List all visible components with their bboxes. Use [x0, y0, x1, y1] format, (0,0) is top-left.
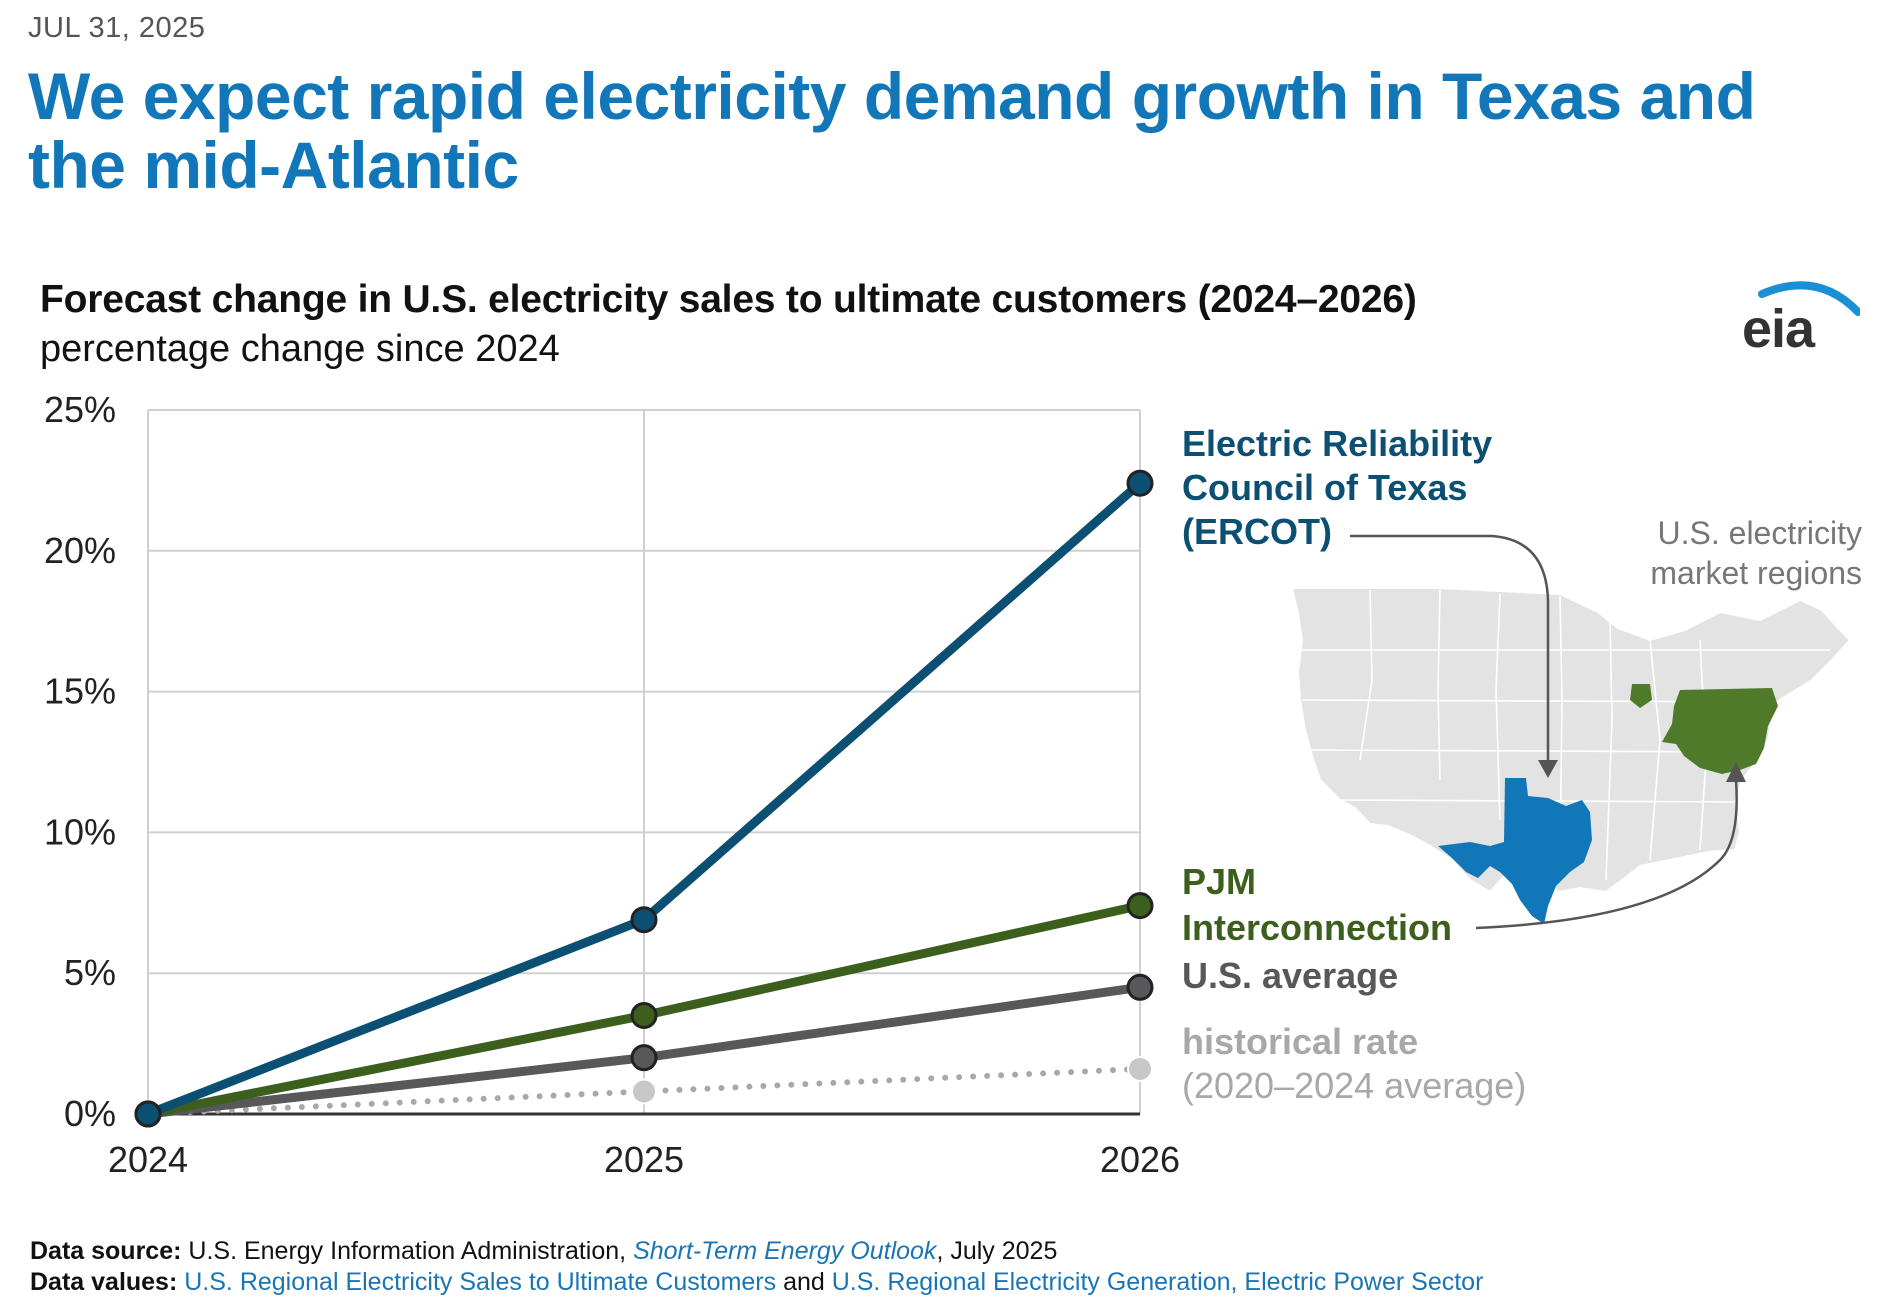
data-point-historical-2026 — [1127, 1055, 1153, 1082]
x-tick-label: 2024 — [108, 1139, 188, 1180]
us-map-shape — [1290, 587, 1852, 894]
y-tick-label: 5% — [64, 952, 116, 993]
data-point-us_average-2025 — [630, 1044, 658, 1072]
ercot-label-line-3: (ERCOT) — [1182, 511, 1332, 552]
ercot-arrowhead — [1538, 760, 1558, 778]
chart-subtitle: percentage change since 2024 — [40, 328, 560, 370]
footer-values: Data values: U.S. Regional Electricity S… — [30, 1268, 1483, 1297]
historical-label-line-2: (2020–2024 average) — [1182, 1065, 1526, 1106]
source-label: Data source: — [30, 1237, 182, 1265]
ercot-label-line-2: Council of Texas — [1182, 467, 1467, 508]
values-label: Data values: — [30, 1268, 178, 1296]
data-point-ercot-2026 — [1126, 469, 1154, 497]
data-point-us_average-2026 — [1126, 973, 1154, 1001]
series-line-historical — [145, 1065, 1143, 1117]
data-point-ercot-2025 — [630, 906, 658, 934]
x-tick-label: 2026 — [1100, 1139, 1180, 1180]
y-tick-label: 15% — [44, 671, 116, 712]
y-tick-label: 25% — [44, 389, 116, 430]
footer-source: Data source: U.S. Energy Information Adm… — [30, 1237, 1057, 1266]
x-tick-label: 2025 — [604, 1139, 684, 1180]
values-link-sales[interactable]: U.S. Regional Electricity Sales to Ultim… — [184, 1268, 777, 1296]
map-caption-line-1: U.S. electricity — [1658, 515, 1862, 551]
y-tick-label: 20% — [44, 530, 116, 571]
pjm-arrow — [1475, 779, 1738, 930]
source-text: U.S. Energy Information Administration, — [188, 1237, 627, 1265]
grid-lines — [146, 409, 1141, 1116]
us-average-label: U.S. average — [1182, 955, 1398, 996]
series-lines — [134, 469, 1154, 1128]
source-link[interactable]: Short-Term Energy Outlook — [633, 1237, 937, 1265]
eia-logo[interactable]: eia — [1740, 278, 1862, 359]
ercot-region-shape — [1438, 778, 1592, 924]
pjm-label-line-1: PJM — [1182, 861, 1256, 902]
us-market-regions-map — [1290, 534, 1852, 930]
date: JUL 31, 2025 — [28, 12, 206, 44]
values-link-generation[interactable]: U.S. Regional Electricity Generation, El… — [831, 1268, 1484, 1296]
chart-area: 0% 5% 10% 15% 20% 25% 2024 2025 2026 U.S. elect… — [44, 389, 1862, 1180]
headline: We expect rapid electricity demand growt… — [28, 59, 1756, 203]
values-and: and — [783, 1268, 825, 1296]
ercot-label-line-1: Electric Reliability — [1182, 423, 1492, 464]
data-point-pjm-2026 — [1126, 892, 1154, 920]
map-caption-line-2: market regions — [1650, 555, 1862, 591]
logo-arc-icon — [1758, 281, 1862, 316]
y-axis-ticks: 0% 5% 10% 15% 20% 25% — [44, 389, 116, 1134]
x-axis-ticks: 2024 2025 2026 — [108, 1139, 1180, 1180]
data-point-ercot-2024 — [134, 1100, 162, 1128]
pjm-arrowhead — [1726, 762, 1746, 782]
data-point-pjm-2025 — [630, 1001, 658, 1029]
y-tick-label: 10% — [44, 811, 116, 852]
pjm-region-shape — [1630, 684, 1778, 774]
historical-label-line-1: historical rate — [1182, 1021, 1418, 1062]
pjm-label-line-2: Interconnection — [1182, 907, 1452, 948]
source-date: , July 2025 — [936, 1237, 1058, 1265]
logo-text: eia — [1742, 299, 1815, 359]
ercot-arrow — [1350, 534, 1550, 760]
chart-title: Forecast change in U.S. electricity sale… — [40, 278, 1417, 321]
y-tick-label: 0% — [64, 1093, 116, 1134]
data-point-historical-2025 — [631, 1078, 657, 1105]
